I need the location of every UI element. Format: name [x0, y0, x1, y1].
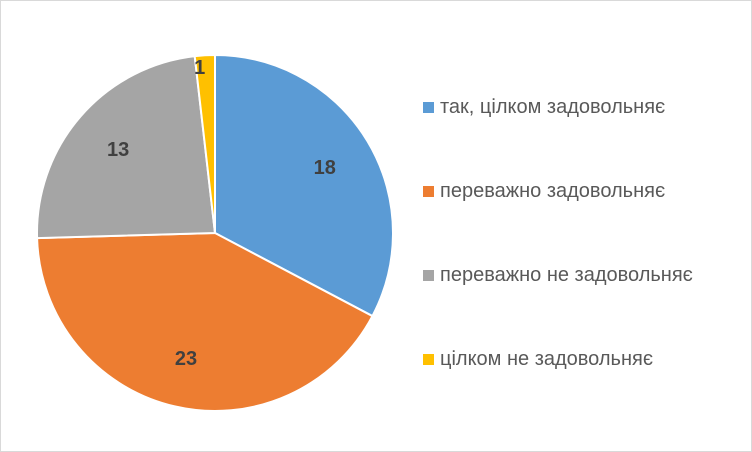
pie-slice-3 [36, 55, 217, 240]
legend: так, цілком задовольняє переважно задовол… [423, 85, 693, 421]
legend-swatch [423, 353, 434, 365]
pie-slice-1 [214, 53, 394, 318]
legend-item: цілком не задовольняє [423, 337, 693, 381]
legend-label: цілком не задовольняє [440, 347, 654, 370]
legend-item: так, цілком задовольняє [423, 85, 693, 129]
data-label-1: 18 [314, 157, 336, 179]
legend-label: переважно задовольняє [440, 179, 666, 202]
legend-swatch [423, 101, 434, 113]
legend-label: переважно не задовольняє [440, 263, 693, 286]
pie-slice-4 [193, 53, 216, 234]
legend-item: переважно не задовольняє [423, 253, 693, 297]
pie-slice-2 [36, 231, 374, 412]
legend-swatch [423, 185, 434, 197]
data-label-3: 13 [107, 139, 129, 161]
legend-label: так, цілком задовольняє [440, 95, 666, 118]
data-label-4: 1 [194, 57, 205, 79]
data-label-2: 23 [175, 348, 197, 370]
legend-item: переважно задовольняє [423, 169, 693, 213]
legend-swatch [423, 269, 434, 281]
